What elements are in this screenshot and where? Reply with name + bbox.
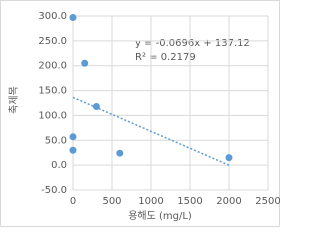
x-tick-label: 1500 [177, 196, 202, 207]
y-tick-label: -50.0 [41, 185, 67, 196]
point [69, 146, 77, 154]
trendline-equation: y = -0.0696x + 137.12 [135, 38, 250, 49]
point [81, 59, 89, 67]
y-tick-label: 50.0 [45, 135, 67, 146]
x-tick-label: 500 [102, 196, 121, 207]
point [92, 102, 100, 110]
y-axis-title: 축제목 [8, 86, 20, 114]
point [69, 13, 77, 21]
y-tick-label: 100.0 [38, 110, 67, 121]
point [116, 149, 124, 157]
y-tick-label: 0.0 [51, 160, 67, 171]
point [225, 154, 233, 162]
x-tick-label: 2500 [255, 196, 280, 207]
y-tick-label: 300.0 [38, 11, 67, 22]
x-tick-label: 2000 [216, 196, 241, 207]
chart: 용해도 (mg/L) 축제목 y = -0.0696x + 137.12 R² … [0, 0, 281, 227]
point [69, 133, 77, 141]
x-tick-label: 1000 [138, 196, 163, 207]
y-tick-label: 200.0 [38, 61, 67, 72]
x-tick-label: 0 [70, 196, 76, 207]
trendline-r2: R² = 0.2179 [135, 52, 196, 63]
x-axis-title: 용해도 (mg/L) [128, 209, 192, 222]
y-tick-label: 250.0 [38, 36, 67, 47]
y-tick-label: 150.0 [38, 86, 67, 97]
chart-border [0, 0, 280, 227]
